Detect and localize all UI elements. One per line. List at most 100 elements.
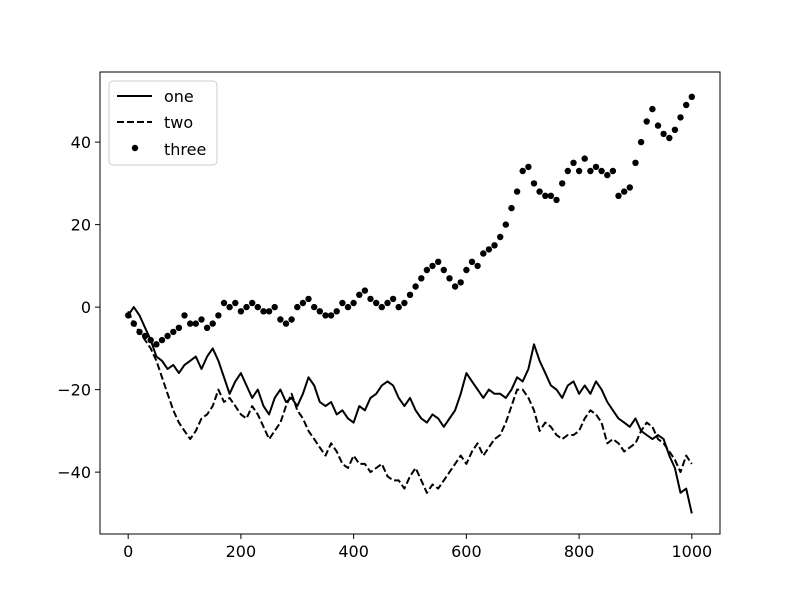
- point-three-53: [423, 266, 431, 274]
- point-three-88: [621, 188, 628, 195]
- point-three-84: [598, 167, 605, 175]
- point-three-50: [406, 291, 414, 298]
- point-three-44: [373, 299, 380, 307]
- point-three-93: [649, 105, 656, 113]
- point-three-25: [265, 308, 273, 315]
- point-three-73: [536, 188, 543, 195]
- point-three-66: [497, 233, 504, 241]
- series-layer: [125, 93, 695, 514]
- series-two: [127, 310, 693, 494]
- point-three-97: [671, 126, 679, 133]
- point-three-79: [570, 159, 577, 166]
- plot-area-frame: [99, 71, 721, 535]
- point-three-100: [688, 93, 695, 101]
- series-three: [125, 93, 695, 348]
- point-three-38: [339, 299, 346, 307]
- point-three-41: [356, 291, 363, 298]
- point-three-70: [519, 167, 526, 175]
- point-three-26: [271, 303, 278, 311]
- point-three-18: [226, 303, 233, 311]
- point-three-13: [198, 316, 205, 323]
- point-three-83: [592, 163, 600, 171]
- point-three-2: [136, 328, 143, 336]
- point-three-92: [643, 118, 650, 125]
- point-three-63: [480, 250, 487, 257]
- point-three-57: [446, 275, 453, 282]
- point-three-49: [401, 299, 408, 307]
- point-three-22: [249, 299, 256, 307]
- point-three-8: [170, 328, 177, 336]
- point-three-98: [677, 114, 684, 121]
- point-three-76: [553, 196, 560, 204]
- point-three-82: [587, 167, 594, 175]
- point-three-69: [513, 188, 521, 195]
- point-three-33: [311, 303, 318, 311]
- point-three-9: [175, 324, 183, 331]
- point-three-48: [395, 303, 402, 311]
- point-three-35: [322, 312, 329, 319]
- point-three-7: [164, 332, 171, 340]
- x-tick-label: 600: [451, 542, 482, 561]
- point-three-17: [220, 299, 228, 307]
- point-three-0: [125, 312, 132, 319]
- point-three-68: [508, 204, 515, 212]
- x-tick-label: 400: [338, 542, 369, 561]
- point-three-20: [237, 308, 245, 315]
- point-three-80: [575, 167, 583, 175]
- x-tick-label: 200: [226, 542, 257, 561]
- legend-swatch-dot: [131, 144, 139, 152]
- point-three-36: [327, 312, 335, 319]
- point-three-45: [378, 303, 385, 311]
- point-three-51: [412, 283, 419, 290]
- point-three-40: [350, 299, 357, 307]
- point-three-61: [468, 258, 476, 265]
- line-one: [127, 306, 693, 514]
- point-three-91: [637, 138, 645, 146]
- point-three-60: [463, 266, 470, 274]
- series-one: [127, 306, 693, 514]
- point-three-77: [559, 180, 566, 187]
- point-three-30: [294, 303, 301, 311]
- point-three-10: [181, 312, 188, 319]
- point-three-55: [435, 258, 442, 265]
- y-tick-label: −20: [57, 381, 91, 400]
- point-three-46: [384, 299, 391, 307]
- point-three-94: [654, 122, 662, 129]
- point-three-65: [491, 242, 498, 249]
- point-three-23: [254, 303, 261, 311]
- point-three-1: [130, 320, 137, 327]
- point-three-15: [209, 320, 216, 327]
- point-three-71: [525, 163, 532, 171]
- point-three-86: [609, 167, 617, 175]
- point-three-74: [542, 192, 549, 199]
- point-three-95: [660, 130, 667, 138]
- point-three-28: [282, 320, 290, 327]
- point-three-75: [547, 192, 555, 199]
- point-three-56: [440, 266, 447, 274]
- point-three-31: [299, 299, 307, 307]
- x-tick-label: 800: [564, 542, 595, 561]
- legend: one two three: [108, 80, 218, 166]
- point-three-78: [564, 167, 571, 175]
- point-three-29: [288, 316, 295, 323]
- point-three-39: [344, 303, 352, 311]
- legend-label-two: two: [164, 113, 193, 132]
- point-three-24: [260, 308, 267, 315]
- point-three-21: [243, 303, 250, 311]
- y-tick-label: 40: [71, 133, 91, 152]
- line-two: [127, 310, 693, 494]
- legend-label-one: one: [164, 87, 194, 106]
- legend-label-three: three: [164, 140, 206, 159]
- point-three-3: [141, 332, 149, 340]
- point-three-12: [192, 320, 199, 327]
- y-tick-label: 0: [81, 298, 91, 317]
- point-three-64: [485, 246, 493, 253]
- y-axis: −40 −20 0 20 40: [57, 133, 100, 482]
- point-three-90: [632, 159, 639, 166]
- point-three-54: [429, 262, 436, 270]
- point-three-43: [367, 295, 374, 303]
- point-three-19: [232, 299, 239, 307]
- point-three-16: [215, 312, 222, 319]
- point-three-42: [361, 287, 369, 294]
- point-three-87: [615, 192, 622, 199]
